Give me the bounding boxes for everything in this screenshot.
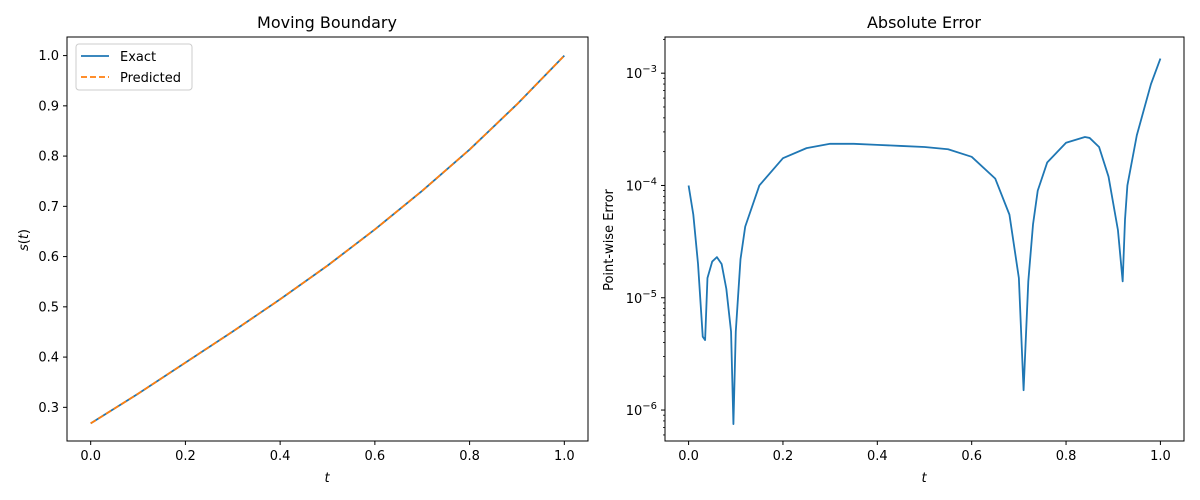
x-tick-label: 1.0	[554, 449, 575, 464]
series-predicted-line	[90, 54, 565, 425]
legend: Exact Predicted	[75, 43, 193, 91]
absolute-error-axes: Absolute Error 0.0 0.2 0.4 0.6 0.8 1.0 10−610…	[602, 13, 1185, 486]
y-tick-label: 10−3	[626, 64, 657, 82]
y-tick-label: 10−4	[626, 176, 657, 194]
error-line	[687, 58, 1162, 425]
x-tick-label: 0.0	[678, 449, 699, 464]
plot-frame	[664, 36, 1185, 442]
x-axis-label: t	[921, 471, 927, 486]
x-tick-label: 0.2	[773, 449, 794, 464]
x-tick-label: 0.6	[961, 449, 982, 464]
y-tick-label: 1.0	[38, 49, 59, 64]
x-tick-label: 0.8	[459, 449, 480, 464]
x-axis-label: t	[324, 471, 330, 486]
legend-predicted-label: Predicted	[120, 71, 181, 86]
plot-frame	[66, 36, 589, 442]
y-tick-label: 10−6	[626, 401, 657, 419]
moving-boundary-title: Moving Boundary	[257, 13, 397, 32]
x-tick-label: 1.0	[1150, 449, 1171, 464]
y-tick-label: 10−5	[626, 289, 657, 307]
y-tick-label: 0.9	[38, 99, 59, 114]
absolute-error-title: Absolute Error	[867, 13, 981, 32]
y-tick-label: 0.6	[38, 250, 59, 265]
y-tick-label: 0.4	[38, 351, 59, 366]
legend-exact-label: Exact	[120, 50, 156, 65]
x-ticks: 0.0 0.2 0.4 0.6 0.8 1.0	[80, 441, 575, 464]
series-exact-line	[90, 54, 565, 425]
x-tick-label: 0.6	[365, 449, 386, 464]
x-tick-label: 0.2	[175, 449, 196, 464]
series-lines	[90, 54, 565, 425]
y-tick-label: 0.7	[38, 200, 59, 215]
x-ticks: 0.0 0.2 0.4 0.6 0.8 1.0	[678, 441, 1171, 464]
moving-boundary-axes: Moving Boundary 0.0 0.2 0.4 0.6 0.8 1.0 0.30.…	[17, 13, 589, 486]
x-tick-label: 0.0	[80, 449, 101, 464]
x-tick-label: 0.4	[270, 449, 291, 464]
x-tick-label: 0.8	[1056, 449, 1077, 464]
y-ticks: 10−6 10−5 10−4 10−3	[626, 38, 665, 436]
x-tick-label: 0.4	[867, 449, 888, 464]
y-ticks: 0.3 0.4 0.5 0.6 0.7 0.8 0.9 1.0	[38, 49, 67, 416]
y-axis-label: Point-wise Error	[602, 188, 617, 290]
series-lines	[687, 58, 1162, 425]
y-axis-label: s(t)	[17, 229, 32, 251]
y-tick-label: 0.5	[38, 300, 59, 315]
y-tick-label: 0.3	[38, 401, 59, 416]
y-tick-label: 0.8	[38, 150, 59, 165]
